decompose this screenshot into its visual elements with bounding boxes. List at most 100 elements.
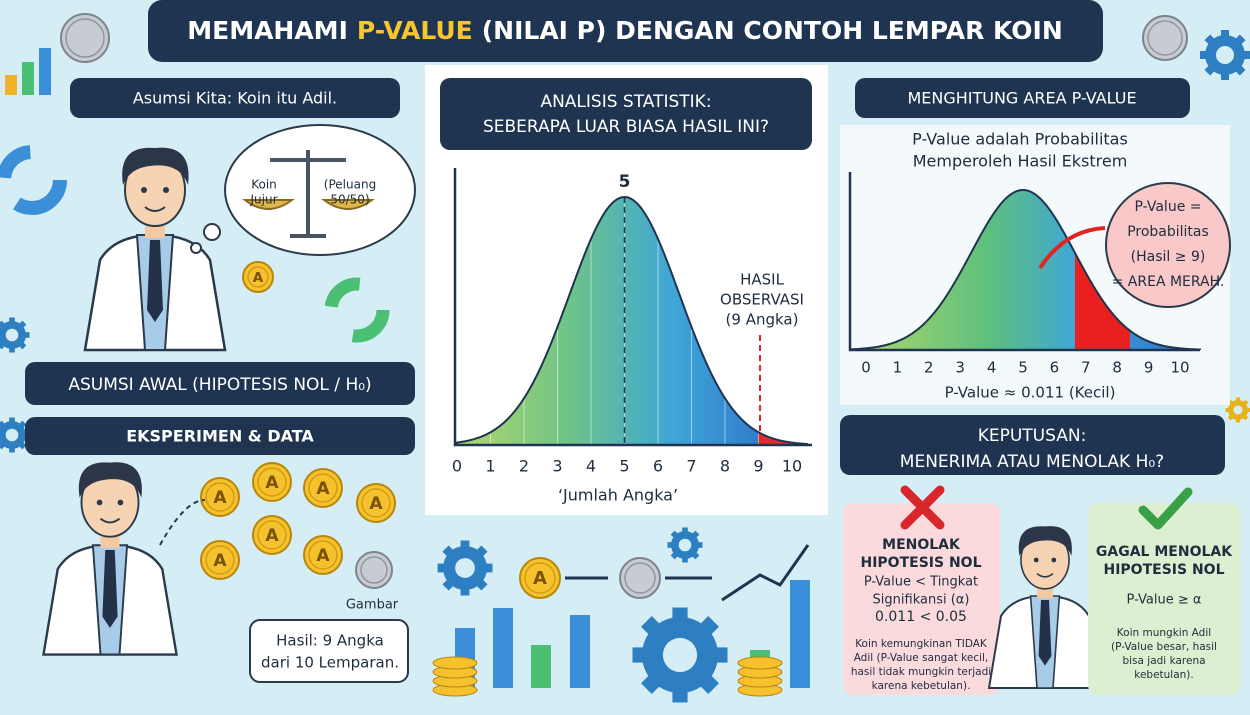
tails-label: Gambar (346, 598, 399, 613)
hair (1018, 526, 1072, 556)
reject-explanation: Adil (P-Value sangat kecil, (854, 652, 989, 664)
callout-text: = AREA MERAH. (1112, 274, 1225, 290)
accept-heading: GAGAL MENOLAK (1096, 544, 1233, 560)
coin-rim (205, 545, 235, 575)
coin-rim (247, 266, 269, 288)
x-tick-label: 0 (452, 457, 462, 476)
callout-bubble (1105, 182, 1231, 308)
deco-donut (0, 145, 67, 215)
title-part: MEMAHAMI (187, 16, 348, 45)
scale-right-label: 50/50) (330, 193, 369, 207)
callout-text: P-Value = (1135, 199, 1202, 215)
eye (117, 499, 124, 506)
tie (102, 550, 118, 628)
header-bar (148, 0, 1103, 62)
reject-box (843, 503, 1000, 695)
deco-bar (493, 608, 513, 688)
accept-explanation: kebetulan). (1134, 669, 1194, 681)
accept-explanation: bisa jadi karena (1122, 655, 1205, 667)
coin-rim (361, 488, 391, 518)
coin-rim (257, 467, 287, 497)
x-tick-label: 9 (1144, 359, 1154, 377)
deco-bar (570, 615, 590, 688)
scale (270, 150, 346, 238)
coin-face: A (253, 270, 264, 286)
x-tick-label: 8 (1112, 359, 1122, 377)
smile (144, 206, 166, 212)
assumption-text: Asumsi Kita: Koin itu Adil. (133, 89, 337, 108)
scientist (83, 147, 227, 352)
scale-left-label: Jujur (249, 193, 277, 207)
area-subtitle: P-Value adalah Probabilitas (912, 130, 1128, 149)
decision-title: MENERIMA ATAU MENOLAK H₀? (900, 452, 1164, 472)
coin-stack (432, 656, 478, 670)
scale-right-label: (Peluang (324, 178, 376, 192)
reject-rule: Signifikansi (α) (873, 593, 970, 608)
eye (141, 187, 147, 193)
toss-arrow (159, 499, 206, 546)
x-axis-label: ‘Jumlah Angka’ (558, 486, 678, 505)
accept-box (1088, 503, 1240, 695)
x-tick-label: 9 (753, 457, 763, 476)
coin-rim (1147, 20, 1183, 56)
callout-arrow (1038, 226, 1106, 270)
reject-explanation: Koin kemungkinan TIDAK (855, 638, 988, 650)
tie (1038, 600, 1052, 666)
x-tick-label: 3 (955, 359, 965, 377)
coin-rim (524, 562, 556, 594)
deco-bar (39, 48, 51, 95)
area-subtitle: Memperoleh Hasil Ekstrem (913, 152, 1128, 171)
coin (519, 557, 561, 599)
observed-label: HASIL (740, 271, 784, 289)
deco-bar (531, 645, 551, 688)
coin-face: A (265, 473, 279, 493)
accept-heading: HIPOTESIS NOL (1104, 562, 1225, 578)
coin-face: A (369, 494, 383, 514)
coin (619, 557, 661, 599)
coin-face: A (213, 488, 227, 508)
reject-explanation: karena kebetulan). (872, 680, 971, 692)
experiment-text: EKSPERIMEN & DATA (126, 427, 314, 446)
reject-heading: MENOLAK (882, 537, 961, 553)
area-title: MENGHITUNG AREA P-VALUE (907, 89, 1136, 108)
gear-hole (678, 538, 692, 552)
coin (1142, 15, 1188, 61)
gear-hole (5, 428, 19, 442)
thought-bubble (224, 124, 416, 256)
deco-bar (22, 62, 34, 95)
reject-heading: HIPOTESIS NOL (861, 555, 982, 571)
deco-donut (324, 277, 390, 343)
x-tick-label: 3 (552, 457, 562, 476)
x-tick-label: 5 (1018, 359, 1028, 377)
accept-explanation: (P-Value besar, hasil (1111, 641, 1217, 653)
hair (122, 147, 189, 185)
deco-bar (5, 75, 17, 95)
scientist (42, 462, 178, 656)
x-tick-label: 0 (861, 359, 871, 377)
coin-rim (205, 482, 235, 512)
axes (453, 168, 812, 447)
observed-label: OBSERVASI (720, 291, 804, 309)
eye (163, 187, 169, 193)
coin-stack (737, 656, 783, 670)
accept-rule: P-Value ≥ α (1127, 593, 1202, 608)
axes (848, 172, 1200, 352)
coin-face: A (316, 546, 330, 566)
accept-explanation: Koin mungkin Adil (1117, 627, 1211, 639)
coin-face: A (316, 479, 330, 499)
x-tick-label: 5 (619, 457, 629, 476)
coin-rim (624, 562, 656, 594)
x-tick-label: 2 (519, 457, 529, 476)
experiment-banner (25, 417, 415, 455)
gear-hole (5, 328, 19, 342)
x-tick-label: 6 (1050, 359, 1060, 377)
coin-rim (308, 473, 338, 503)
x-tick-label: 10 (782, 457, 802, 476)
result-text: Hasil: 9 Angka (276, 632, 384, 650)
coin (60, 13, 110, 63)
area-banner (855, 78, 1190, 118)
smile (1036, 572, 1054, 578)
x-tick-label: 7 (686, 457, 696, 476)
decision-title: KEPUTUSAN: (978, 426, 1087, 446)
